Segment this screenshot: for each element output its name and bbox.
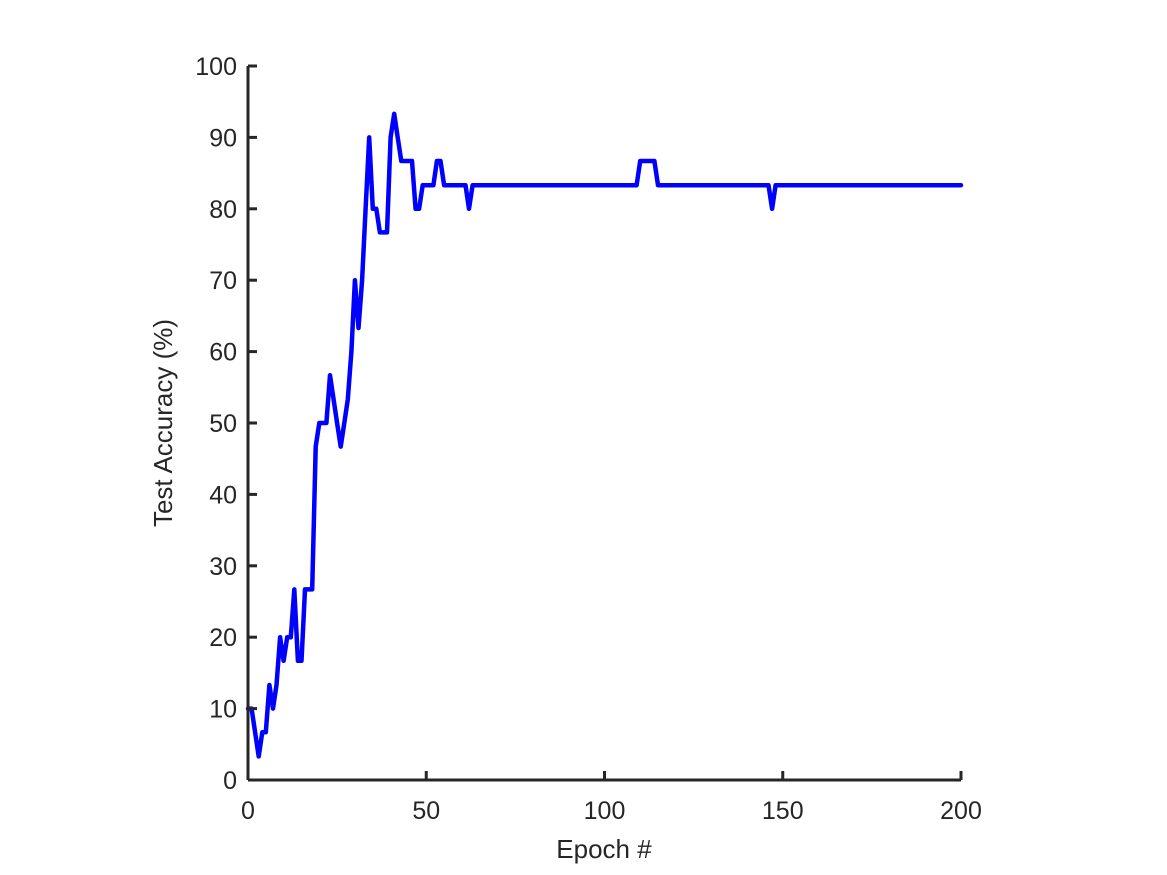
y-tick-label: 70 [209, 267, 237, 295]
axes: 0 50 100 150 200 0 10 20 30 40 50 60 70 80 90 100 [195, 53, 982, 825]
y-tick-label: 10 [209, 696, 237, 724]
series-line-0 [245, 111, 964, 759]
y-tick-label: 50 [209, 410, 237, 438]
x-tick-label: 0 [241, 797, 255, 825]
x-tick-label: 50 [412, 797, 440, 825]
y-tick-label: 80 [209, 196, 237, 224]
y-tick-label: 20 [209, 624, 237, 652]
y-axis-label: Test Accuracy (%) [148, 319, 178, 527]
y-tick-label: 100 [195, 53, 237, 81]
y-tick-label: 90 [209, 124, 237, 152]
x-tick-label: 150 [762, 797, 804, 825]
y-tick-label: 40 [209, 481, 237, 509]
x-axis-label: Epoch # [556, 834, 652, 864]
y-tick-label: 60 [209, 339, 237, 367]
x-tick-label: 100 [584, 797, 626, 825]
y-tick-label: 30 [209, 553, 237, 581]
x-tick-label: 200 [940, 797, 982, 825]
y-tick-label: 0 [223, 767, 237, 795]
plot-area [245, 111, 964, 759]
